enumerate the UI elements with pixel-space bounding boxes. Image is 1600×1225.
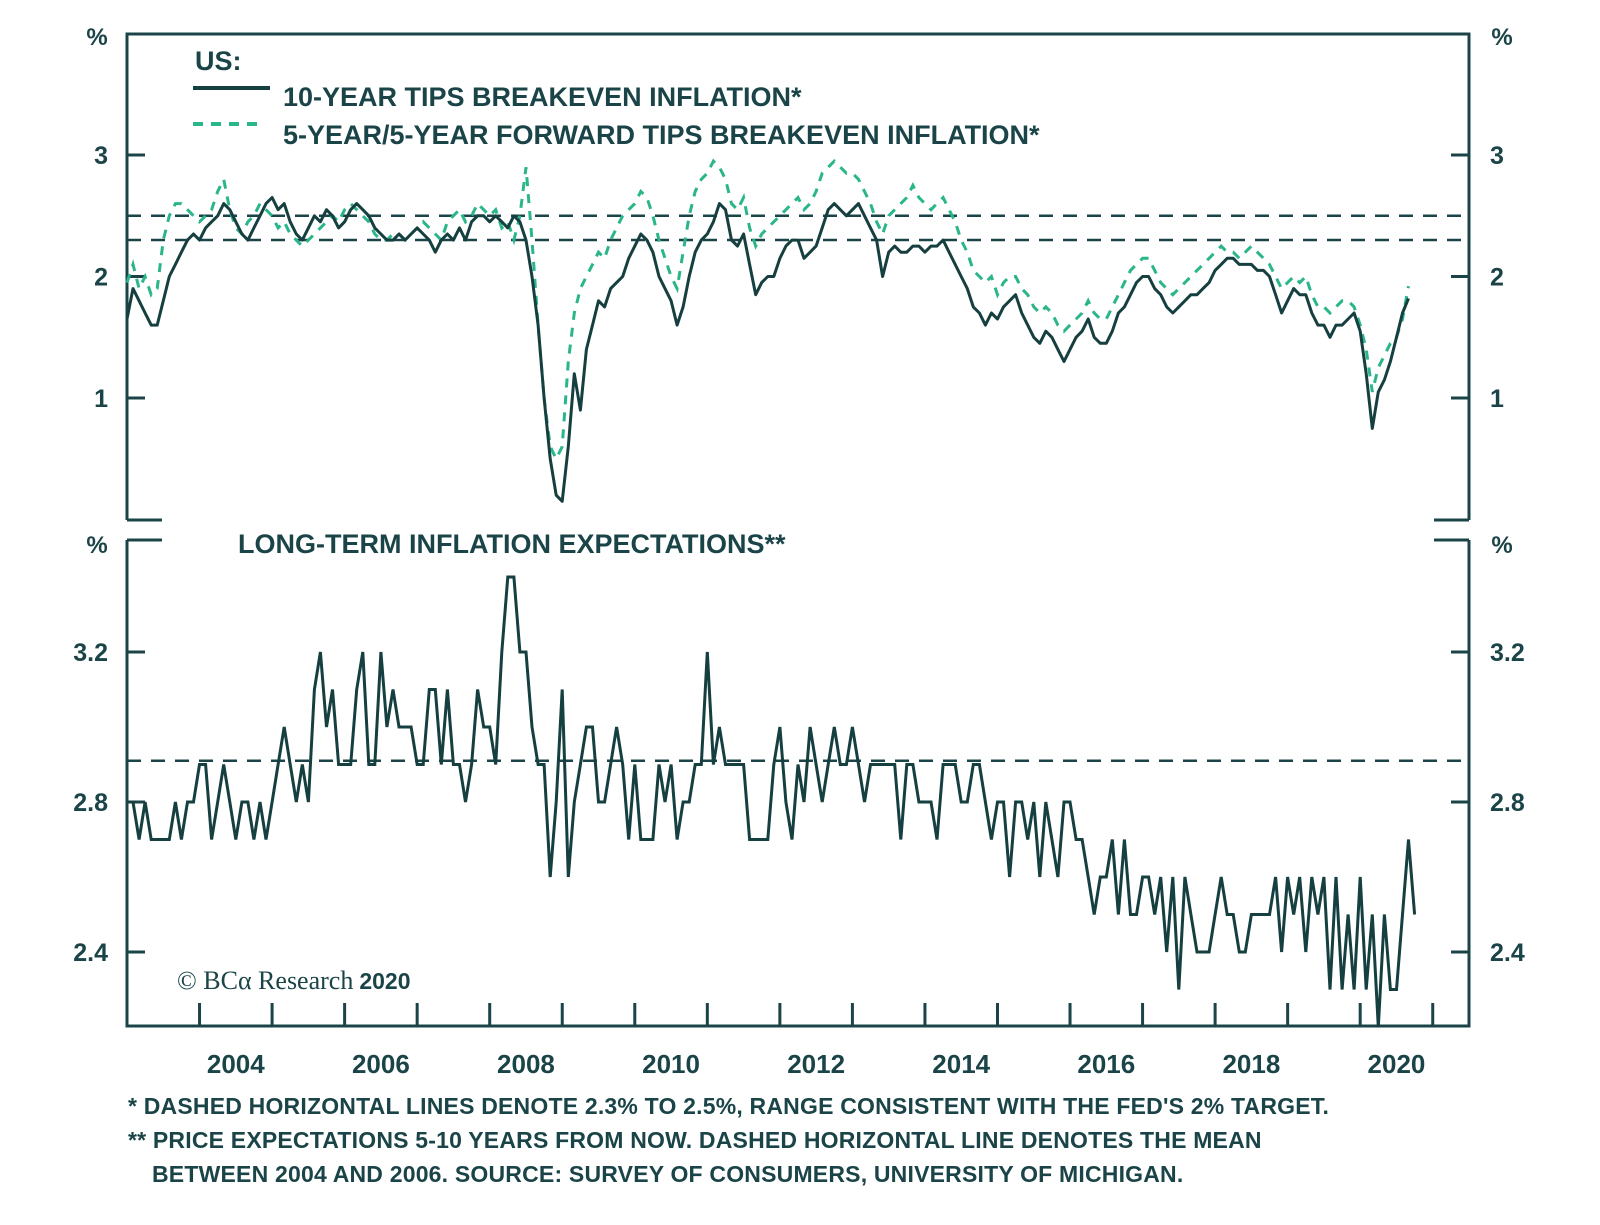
bottom-ytick-label-right: 3.2	[1490, 639, 1525, 667]
footnote-2: ** PRICE EXPECTATIONS 5-10 YEARS FROM NO…	[128, 1127, 1262, 1153]
bottom-unit-left: %	[86, 532, 107, 559]
top-unit-left: %	[86, 24, 107, 51]
top-ytick-label-right: 3	[1490, 142, 1504, 170]
xtick-label: 2004	[207, 1049, 265, 1079]
top-ytick-label-left: 1	[94, 385, 108, 413]
copyright-text: © BCα Research 2020	[177, 966, 411, 995]
xtick-label: 2008	[497, 1049, 555, 1079]
top-ytick-label-right: 2	[1490, 264, 1504, 292]
legend-label-5y5y: 5-YEAR/5-YEAR FORWARD TIPS BREAKEVEN INF…	[283, 120, 1040, 150]
bottom-unit-right: %	[1491, 532, 1512, 559]
bottom-ytick-label-left: 2.4	[73, 939, 108, 967]
xtick-label: 2018	[1222, 1049, 1280, 1079]
bottom-ytick-label-left: 3.2	[73, 639, 108, 667]
xtick-label: 2014	[932, 1049, 990, 1079]
xtick-label: 2016	[1077, 1049, 1135, 1079]
copyright-year: 2020	[359, 968, 410, 994]
footnote-3: BETWEEN 2004 AND 2006. SOURCE: SURVEY OF…	[152, 1161, 1184, 1187]
footnote-1: * DASHED HORIZONTAL LINES DENOTE 2.3% TO…	[128, 1093, 1330, 1119]
xtick-label: 2012	[787, 1049, 845, 1079]
legend-heading: US:	[195, 46, 242, 76]
xtick-label: 2006	[352, 1049, 410, 1079]
series-long-term-inflation-expectations	[127, 575, 1417, 1028]
series-5y5y-forward-breakeven	[125, 158, 1410, 463]
top-ytick-label-left: 2	[94, 264, 108, 292]
xtick-label: 2020	[1368, 1049, 1426, 1079]
bottom-ytick-label-left: 2.8	[73, 789, 108, 817]
bottom-panel-title: LONG-TERM INFLATION EXPECTATIONS**	[238, 529, 786, 559]
top-ytick-label-left: 3	[94, 142, 108, 170]
copyright-brand: © BCα Research	[177, 966, 353, 995]
legend-label-10y: 10-YEAR TIPS BREAKEVEN INFLATION*	[283, 82, 802, 112]
top-ytick-label-right: 1	[1490, 385, 1504, 413]
xtick-label: 2010	[642, 1049, 700, 1079]
top-unit-right: %	[1491, 24, 1512, 51]
bottom-ytick-label-right: 2.4	[1490, 939, 1525, 967]
bottom-panel-frame	[125, 540, 1471, 1028]
bottom-ytick-label-right: 2.8	[1490, 789, 1525, 817]
series-10y-tips-breakeven	[125, 196, 1410, 503]
